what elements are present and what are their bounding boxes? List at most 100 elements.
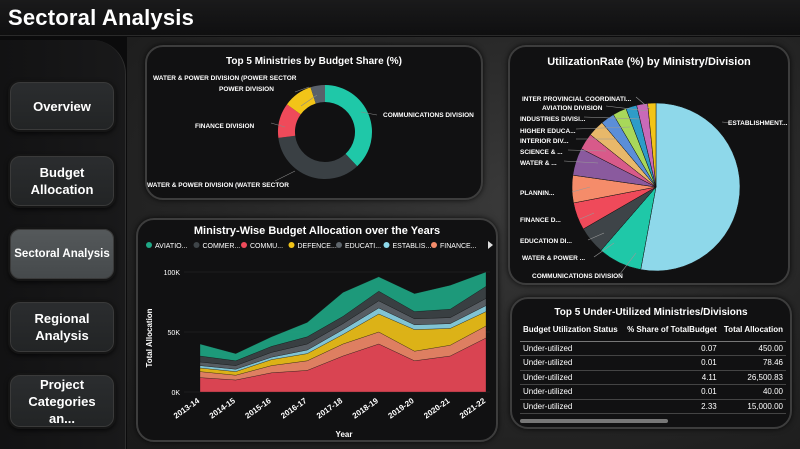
donut-label-communications: COMMUNICATIONS DIVISION xyxy=(383,112,474,119)
table-cell: 0.01 xyxy=(622,355,720,371)
x-tick-label: 2014-15 xyxy=(208,396,238,421)
page-title: Sectoral Analysis xyxy=(8,5,195,30)
x-tick-label: 2019-20 xyxy=(386,396,416,421)
table-title: Top 5 Under-Utilized Ministries/Division… xyxy=(554,307,748,318)
legend-label[interactable]: FINANCE... xyxy=(440,243,477,250)
table-cell: 40.00 xyxy=(719,384,786,400)
table-cell: 78.46 xyxy=(719,355,786,371)
pie-label-planning: PLANNIN... xyxy=(520,190,555,197)
legend-marker xyxy=(241,242,247,248)
nav-overview-button[interactable]: Overview xyxy=(8,80,116,132)
legend-marker xyxy=(431,242,437,248)
table-row[interactable]: Under-utilized 0.07 450.00 xyxy=(520,341,786,356)
pie-label-communications: COMMUNICATIONS DIVISION xyxy=(532,273,623,280)
area-series[interactable] xyxy=(199,271,487,361)
utilization-pie-chart[interactable]: INTER PROVINCIAL COORDINATI... AVIATION … xyxy=(510,47,790,285)
pie-label-aviation: AVIATION DIVISION xyxy=(542,105,603,112)
table-cell: Under-utilized xyxy=(520,355,623,371)
x-tick-label: 2016-17 xyxy=(279,396,309,421)
area-chart[interactable]: AVIATIO... COMMER... COMMU... DEFENCE... EDU… xyxy=(138,220,498,442)
table-cell: Under-utilized xyxy=(520,341,623,356)
y-tick-label: 0K xyxy=(171,390,180,397)
donut-slice[interactable] xyxy=(278,135,358,180)
x-tick-label: 2021-22 xyxy=(458,396,488,421)
x-tick-label: 2015-16 xyxy=(243,396,273,421)
table-header-allocation[interactable]: Total Allocation xyxy=(719,319,786,342)
table-cell: Under-utilized xyxy=(520,370,623,385)
donut-chart[interactable]: COMMUNICATIONS DIVISION WATER & POWER DI… xyxy=(147,47,483,200)
legend-marker xyxy=(193,242,200,248)
legend-label[interactable]: COMMU... xyxy=(250,243,283,250)
legend-label[interactable]: ESTABLIS... xyxy=(393,243,432,250)
legend-label[interactable]: AVIATIO... xyxy=(155,243,187,250)
nav-project-categories-button[interactable]: Project Categories an... xyxy=(8,373,116,429)
budget-share-donut-card: Top 5 Ministries by Budget Share (%) COM… xyxy=(145,45,483,200)
title-bar: Sectoral Analysis xyxy=(0,0,800,36)
donut-label-power: POWER DIVISION xyxy=(219,86,274,93)
y-tick-label: 50K xyxy=(168,330,181,337)
donut-label-finance: FINANCE DIVISION xyxy=(195,123,255,130)
legend-label[interactable]: EDUCATI... xyxy=(345,243,381,250)
nav-budget-allocation-button[interactable]: Budget Allocation xyxy=(8,154,116,208)
table-horizontal-scrollbar[interactable] xyxy=(520,419,668,423)
x-tick-label: 2020-21 xyxy=(422,396,452,421)
table-cell: 26,500.83 xyxy=(719,370,786,385)
x-tick-label: 2018-19 xyxy=(351,396,381,421)
table-cell: 0.07 xyxy=(622,341,720,356)
legend-marker xyxy=(288,242,295,248)
sidebar-nav: Overview Budget Allocation Sectoral Anal… xyxy=(0,40,126,449)
pie-title: UtilizationRate (%) by Ministry/Division xyxy=(547,56,751,68)
y-tick-label: 100K xyxy=(164,270,181,277)
table-cell: Under-utilized xyxy=(520,384,623,400)
pie-label-education: EDUCATION DI... xyxy=(520,238,572,245)
donut-title: Top 5 Ministries by Budget Share (%) xyxy=(226,56,402,67)
pie-label-water-power: WATER & POWER ... xyxy=(522,255,585,262)
table-row[interactable]: Under-utilized 4.11 26,500.83 xyxy=(520,370,786,385)
legend-label[interactable]: DEFENCE... xyxy=(298,243,337,250)
area-title: Ministry-Wise Budget Allocation over the… xyxy=(193,225,441,237)
donut-label-power-sector: WATER & POWER DIVISION (POWER SECTOR xyxy=(153,75,297,82)
donut-slice[interactable] xyxy=(286,87,316,115)
table-row[interactable]: Under-utilized 0.01 40.00 xyxy=(520,384,786,400)
nav-regional-analysis-button[interactable]: Regional Analysis xyxy=(8,300,116,354)
x-tick-label: 2017-18 xyxy=(315,396,345,421)
nav-sectoral-analysis-button[interactable]: Sectoral Analysis xyxy=(8,227,116,281)
under-utilized-table: Budget Utilization Status % Share of Tot… xyxy=(520,319,786,414)
under-utilized-table-card: Top 5 Under-Utilized Ministries/Division… xyxy=(510,297,792,429)
table-cell: 450.00 xyxy=(719,341,786,356)
table-header-row: Budget Utilization Status % Share of Tot… xyxy=(520,319,786,342)
donut-slice[interactable] xyxy=(278,104,301,138)
legend-label[interactable]: COMMER... xyxy=(203,243,241,250)
table-cell: 0.01 xyxy=(622,384,720,400)
donut-slice[interactable] xyxy=(310,85,325,104)
table-cell: 4.11 xyxy=(622,370,720,385)
table-row[interactable]: Under-utilized 0.01 78.46 xyxy=(520,355,786,371)
table-cell: 2.33 xyxy=(622,399,720,414)
donut-label-water-sector: WATER & POWER DIVISION (WATER SECTOR xyxy=(147,182,289,189)
table-cell: Under-utilized xyxy=(520,399,623,414)
legend-next-arrow-icon[interactable] xyxy=(488,241,493,249)
budget-over-years-card: Ministry-Wise Budget Allocation over the… xyxy=(136,218,498,442)
x-tick-label: 2013-14 xyxy=(172,396,202,421)
pie-label-higher-education: HIGHER EDUCA... xyxy=(520,128,576,135)
pie-slice[interactable] xyxy=(640,102,741,272)
table-row[interactable]: Under-utilized 2.33 15,000.00 xyxy=(520,399,786,414)
pie-label-inter-provincial: INTER PROVINCIAL COORDINATI... xyxy=(522,96,631,103)
area-xlabel: Year xyxy=(336,430,353,439)
legend-marker xyxy=(146,242,152,248)
legend-marker xyxy=(383,242,390,248)
table-cell: 15,000.00 xyxy=(719,399,786,414)
table-header-status[interactable]: Budget Utilization Status xyxy=(520,319,623,342)
legend-marker xyxy=(336,242,342,248)
utilization-pie-card: UtilizationRate (%) by Ministry/Division… xyxy=(508,45,790,285)
pie-label-science: SCIENCE & ... xyxy=(520,149,563,156)
pie-label-water: WATER & ... xyxy=(520,160,557,167)
pie-label-establishment: ESTABLISHMENT... xyxy=(728,120,788,127)
area-ylabel: Total Allocation xyxy=(145,308,154,367)
pie-slice[interactable] xyxy=(647,102,657,188)
donut-slice[interactable] xyxy=(325,85,372,167)
pie-label-finance: FINANCE D... xyxy=(520,217,561,224)
pie-label-industries: INDUSTRIES DIVISI... xyxy=(520,116,586,123)
pie-label-interior: INTERIOR DIV... xyxy=(520,138,569,145)
table-header-share[interactable]: % Share of TotalBudget xyxy=(622,319,720,342)
